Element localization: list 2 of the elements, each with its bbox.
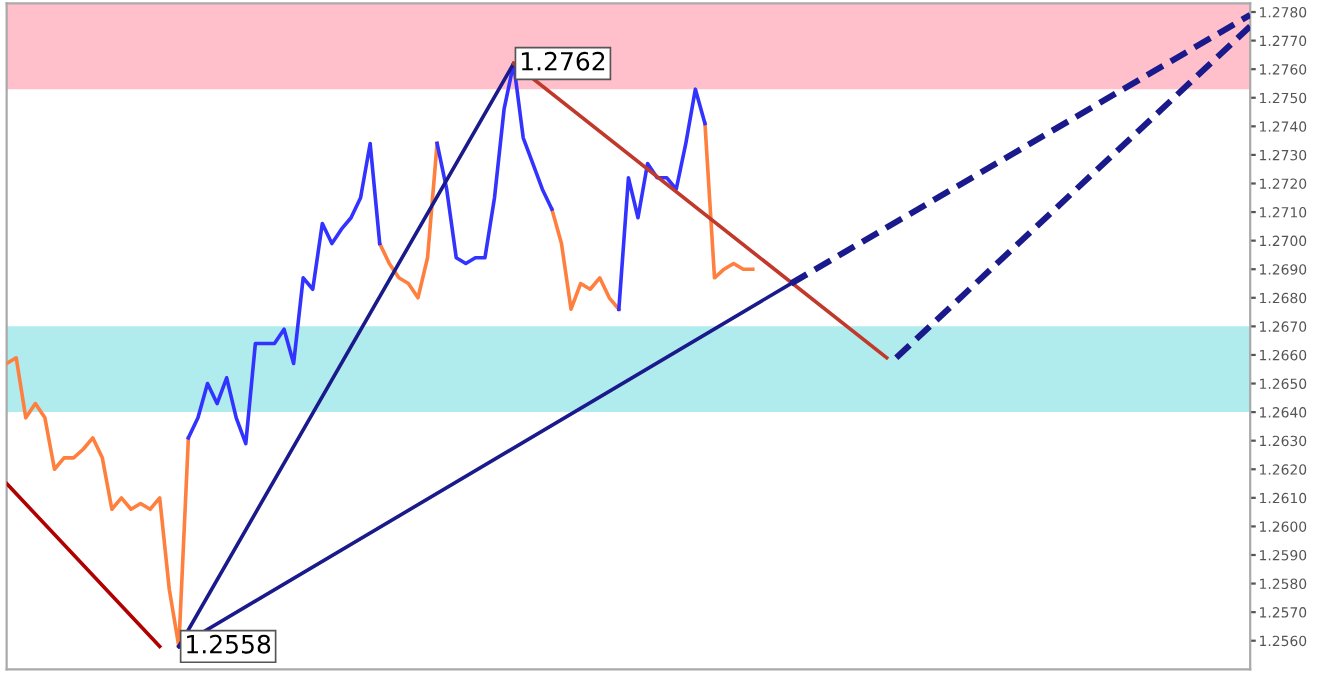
annotation: 1.2558 [187, 634, 271, 654]
annotation: 1.2762 [521, 51, 605, 71]
